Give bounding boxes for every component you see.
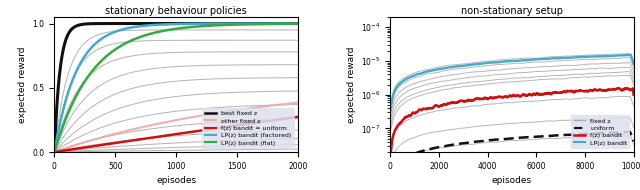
Title: non-stationary setup: non-stationary setup: [461, 6, 563, 16]
Y-axis label: expected reward: expected reward: [18, 46, 27, 123]
Y-axis label: expected reward: expected reward: [347, 46, 356, 123]
Legend: best fixed z, other fixed z, f(z) bandit ≈ uniform, LP(z) bandit (factored), LP(: best fixed z, other fixed z, f(z) bandit…: [202, 108, 294, 149]
Legend: fixed z, uniform, f(z) bandit, LP(z) bandit: fixed z, uniform, f(z) bandit, LP(z) ban…: [571, 115, 630, 149]
X-axis label: episodes: episodes: [492, 176, 532, 185]
X-axis label: episodes: episodes: [156, 176, 196, 185]
Title: stationary behaviour policies: stationary behaviour policies: [105, 6, 247, 16]
